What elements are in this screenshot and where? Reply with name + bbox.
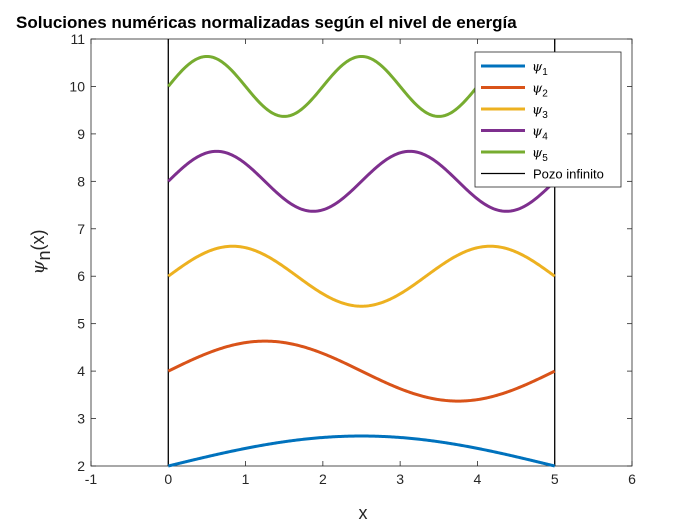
y-tick-label: 3 — [77, 411, 85, 427]
y-axis-label-main: ψ — [28, 260, 49, 275]
y-tick-label: 10 — [69, 78, 85, 94]
y-axis-label-sub: n — [34, 250, 54, 260]
legend-box — [474, 51, 622, 188]
series-line-psi-4 — [167, 149, 556, 213]
legend-entry-psi-2: ψ2 — [532, 82, 548, 100]
y-tick-label: 9 — [77, 126, 85, 142]
y-tick-label: 7 — [77, 221, 85, 237]
chart-title: Soluciones numéricas normalizadas según … — [16, 13, 517, 32]
x-axis-label: x — [359, 503, 368, 523]
legend-entry-psi-3: ψ3 — [532, 103, 548, 121]
x-tick-label: 5 — [551, 471, 559, 487]
legend: ψ1 ψ2 ψ3 ψ4 ψ5 Pozo infinito — [474, 51, 622, 188]
y-tick-label: 11 — [70, 31, 85, 47]
x-tick-label: 2 — [319, 471, 327, 487]
series-line-psi-3 — [167, 244, 556, 308]
y-tick-label: 4 — [77, 363, 85, 379]
svg-text:ψn(x): ψn(x) — [28, 229, 54, 274]
series-line-psi-2 — [167, 339, 556, 403]
x-tick-label: -1 — [85, 471, 98, 487]
legend-entry-psi-1: ψ1 — [532, 60, 548, 78]
legend-entry-well: Pozo infinito — [533, 167, 604, 182]
x-tick-label: 0 — [164, 471, 172, 487]
legend-entry-psi-4: ψ4 — [532, 125, 548, 143]
y-tick-label: 8 — [77, 173, 85, 189]
y-tick-label: 6 — [77, 268, 85, 284]
x-tick-label: 4 — [474, 471, 482, 487]
legend-entry-psi-5: ψ5 — [532, 146, 548, 164]
y-axis-label-tail: (x) — [28, 229, 48, 250]
y-tick-label: 2 — [77, 458, 85, 474]
x-tick-label: 1 — [242, 471, 250, 487]
x-tick-label: 6 — [628, 471, 636, 487]
y-tick-label: 5 — [77, 316, 85, 332]
series-line-psi-1 — [167, 434, 556, 468]
x-tick-label: 3 — [396, 471, 404, 487]
y-axis-label: ψn(x) — [28, 229, 54, 274]
